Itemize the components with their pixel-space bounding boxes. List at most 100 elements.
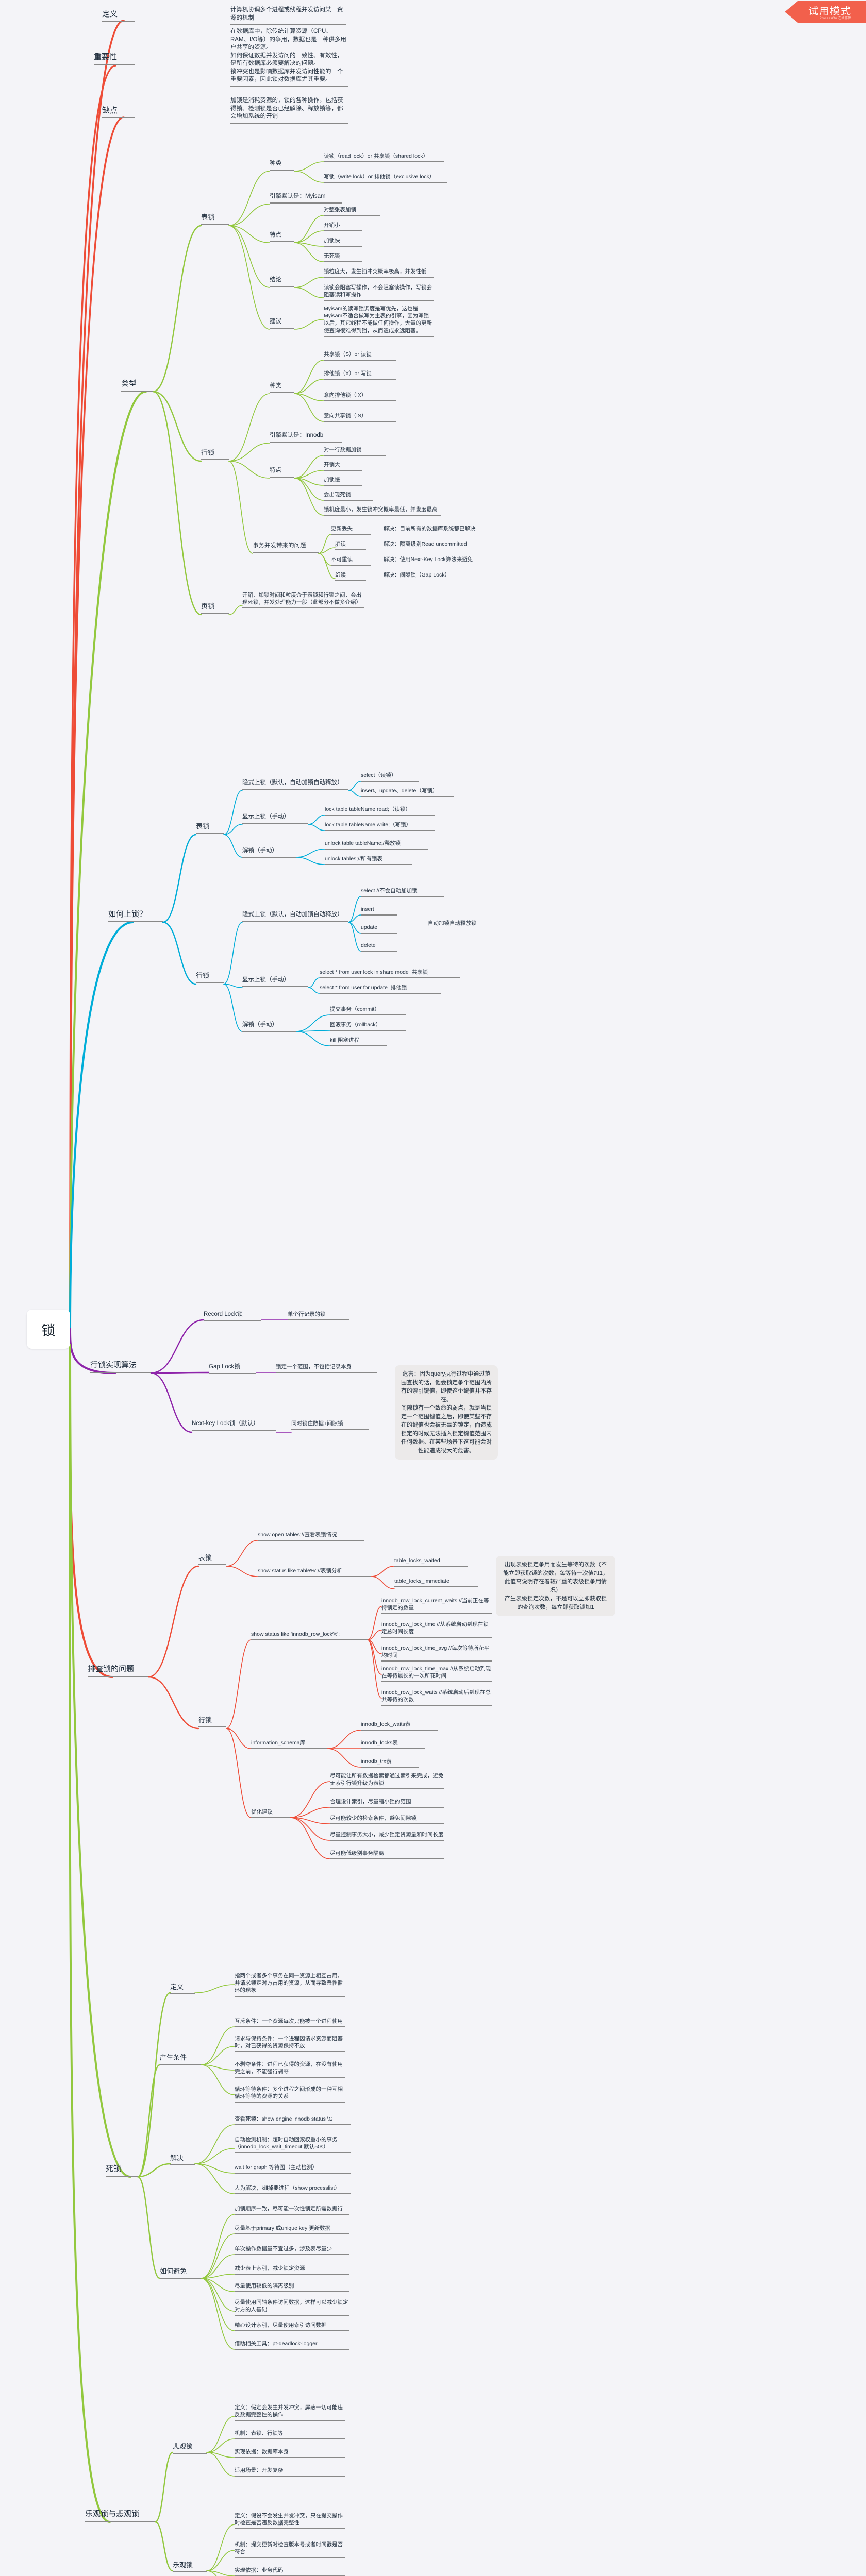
- ruhe-b-y1[interactable]: select（读锁）: [361, 772, 419, 782]
- paicha-h3d[interactable]: 尽量控制事务大小，减少锁定资源量和时间长度: [330, 1831, 444, 1841]
- sisuo-b3[interactable]: 单次操作数据量不宜过多，涉及表尽量少: [235, 2245, 349, 2256]
- sisuo-bimian[interactable]: 如何避免: [160, 2267, 201, 2279]
- b-suanfa[interactable]: 行锁实现算法: [90, 1360, 151, 1374]
- paicha-b2a[interactable]: table_locks_waited: [394, 1557, 468, 1567]
- suanfa-record-d[interactable]: 单个行记录的锁: [288, 1311, 349, 1321]
- dingyi-desc[interactable]: 计算机协调多个进程或线程并发访问某一资源的机制: [230, 6, 346, 25]
- paicha-h1a[interactable]: innodb_row_lock_current_waits //当前正在等待锁定…: [381, 1597, 492, 1615]
- sisuo-t3[interactable]: 不剥夺条件：进程已获得的资源，在没有使用完之前，不能强行剥夺: [235, 2061, 345, 2078]
- ruhe-b-y2[interactable]: insert、update、delete（写锁）: [361, 787, 454, 798]
- ruhe-hangsuo[interactable]: 行锁: [196, 971, 224, 983]
- paicha-h3b[interactable]: 合理设计索引，尽量缩小锁的范围: [330, 1798, 444, 1808]
- hangsuo-zhonglei[interactable]: 种类: [270, 382, 294, 393]
- ruhe-h-j2[interactable]: 回滚事务（rollback）: [330, 1021, 406, 1031]
- ruhe-biaosuo[interactable]: 表锁: [196, 822, 224, 834]
- hangsuo-w4s[interactable]: 解决：间隙锁（Gap Lock）: [384, 572, 450, 578]
- ruhe-h-ygroup[interactable]: 自动加锁自动释放锁: [428, 920, 477, 926]
- b-ruhe[interactable]: 如何上锁？: [108, 909, 163, 923]
- sisuo-jiejue[interactable]: 解决: [170, 2154, 195, 2165]
- leixing-yesuo[interactable]: 页锁: [201, 602, 229, 614]
- hangsuo-w3s[interactable]: 解决：使用Next-Key Lock算法来避免: [384, 556, 473, 563]
- paicha-hangsuo[interactable]: 行锁: [198, 1716, 226, 1727]
- zhongyaoxing-desc[interactable]: 在数据库中，除传统计算资源（CPU、RAM、I/O等）的争用，数据也是一种供多用…: [230, 28, 348, 87]
- paicha-h1d[interactable]: innodb_row_lock_time_max //从系统启动到现在等待最长的…: [381, 1665, 492, 1683]
- leguan-b4[interactable]: 适用场景：开发复杂: [235, 2467, 345, 2477]
- ruhe-h-y0[interactable]: select //不会自动加加锁: [361, 887, 444, 897]
- ruhe-h-y2[interactable]: update: [361, 924, 397, 934]
- biaosuo-t2[interactable]: 开销小: [324, 222, 362, 232]
- paicha-b2[interactable]: show status like 'table%';//表锁分析: [258, 1567, 371, 1578]
- ruhe-h-y3[interactable]: delete: [361, 942, 397, 952]
- biaosuo-t4[interactable]: 无死锁: [324, 252, 362, 263]
- hangsuo-t2[interactable]: 开销大: [324, 461, 362, 471]
- biaosuo-t3[interactable]: 加锁快: [324, 237, 362, 247]
- paicha-b2b[interactable]: table_locks_immediate: [394, 1578, 478, 1588]
- sisuo-b4[interactable]: 减少表上索引，减少锁定资源: [235, 2265, 349, 2275]
- ruhe-b-jiesuo[interactable]: 解锁（手动）: [242, 847, 296, 858]
- hangsuo-wenti[interactable]: 事务并发带来的问题: [253, 542, 319, 553]
- sisuo-t1[interactable]: 互斥条件：一个资源每次只能被一个进程使用: [235, 2018, 345, 2028]
- b-sisuo[interactable]: 死锁: [106, 2164, 138, 2177]
- ruhe-h-j1[interactable]: 提交事务（commit）: [330, 1006, 406, 1016]
- sisuo-dingyi[interactable]: 定义: [170, 1982, 195, 1994]
- hangsuo-tedian[interactable]: 特点: [270, 467, 294, 478]
- hangsuo-t3[interactable]: 加锁慢: [324, 476, 362, 486]
- hangsuo-w3[interactable]: 不可重读: [331, 556, 371, 566]
- hangsuo-w4[interactable]: 幻读: [335, 571, 366, 582]
- leguan-l3[interactable]: 实现依据：业务代码: [235, 2567, 345, 2576]
- paicha-h2c[interactable]: innodb_trx表: [361, 1758, 419, 1768]
- paicha-h3a[interactable]: 尽可能让所有数据检索都通过索引来完成，避免无索引行锁升级为表锁: [330, 1772, 444, 1790]
- hangsuo-t5[interactable]: 锁机度最小，发生锁冲突概率最低，并发度最高: [324, 506, 441, 516]
- suanfa-record[interactable]: Record Lock锁: [204, 1311, 261, 1321]
- ruhe-b-xianshi[interactable]: 显示上锁（手动）: [242, 813, 308, 824]
- trial-mode-badge[interactable]: 试用模式: [784, 1, 866, 23]
- ruhe-h-j3[interactable]: kill 阻塞进程: [330, 1037, 387, 1047]
- ruhe-h-yinshi[interactable]: 隐式上锁（默认，自动加锁自动释放）: [242, 911, 348, 922]
- leguan-b3[interactable]: 实现依据：数据库本身: [235, 2448, 345, 2459]
- b-dingyi[interactable]: 定义: [102, 9, 135, 23]
- sisuo-t4[interactable]: 循环等待条件：多个进程之间形成的一种互相循环等待的资源的关系: [235, 2086, 345, 2103]
- sisuo-b1[interactable]: 加锁顺序一致，尽可能一次性锁定所需数据行: [235, 2205, 349, 2215]
- sisuo-j4[interactable]: 人为解决，kill掉要进程（show processlist）: [235, 2184, 351, 2195]
- root-node[interactable]: 锁: [27, 1310, 70, 1349]
- suanfa-gap[interactable]: Gap Lock锁: [209, 1363, 256, 1374]
- biaosuo-jianyi[interactable]: 建议: [270, 318, 294, 329]
- biaosuo-j2[interactable]: 读锁会阻塞写操作，不会阻塞读操作，写锁会阻塞读和写操作: [324, 284, 434, 301]
- leguan-le[interactable]: 乐观锁: [173, 2561, 207, 2572]
- paicha-b1[interactable]: show open tables;//查看表锁情况: [258, 1531, 364, 1541]
- paicha-h3c[interactable]: 尽可能较少的检索条件，避免间隙锁: [330, 1815, 444, 1825]
- hangsuo-s[interactable]: 共享锁（S）or 读锁: [324, 351, 396, 361]
- b-leguan[interactable]: 乐观锁与悲观锁: [85, 2509, 155, 2522]
- paicha-h1b[interactable]: innodb_row_lock_time //从系统启动到现在锁定总时间长度: [381, 1621, 492, 1638]
- hangsuo-engine[interactable]: 引擎默认是：Innodb: [270, 432, 342, 443]
- sisuo-t2[interactable]: 请求与保持条件：一个进程因请求资源而阻塞时，对已获得的资源保持不放: [235, 2035, 345, 2053]
- sisuo-b2[interactable]: 尽量基于primary 或unique key 更新数据: [235, 2225, 349, 2235]
- hangsuo-t4[interactable]: 会出现死锁: [324, 491, 373, 501]
- sisuo-tiaojian[interactable]: 产生条件: [160, 2053, 201, 2065]
- paicha-h1c[interactable]: innodb_row_lock_time_avg //每次等待所花平均时间: [381, 1645, 492, 1662]
- leguan-b2[interactable]: 机制：表锁、行锁等: [235, 2430, 345, 2440]
- sisuo-b8[interactable]: 借助相关工具：pt-deadlock-logger: [235, 2340, 349, 2350]
- biaosuo-jielun[interactable]: 结论: [270, 276, 294, 287]
- biaosuo-readlock[interactable]: 读锁（read lock）or 共享锁（shared lock）: [324, 152, 444, 163]
- hangsuo-ix[interactable]: 意向排他锁（IX）: [324, 392, 396, 402]
- paicha-h2b[interactable]: innodb_locks表: [361, 1739, 425, 1750]
- suanfa-gap-d[interactable]: 锁定一个范围，不包括记录本身: [276, 1363, 377, 1374]
- leguan-b1[interactable]: 定义：假定会发生并发冲突，屏蔽一切可能违反数据完整性的操作: [235, 2404, 345, 2421]
- leixing-biaosuo[interactable]: 表锁: [201, 213, 229, 225]
- ruhe-h-jiesuo[interactable]: 解锁（手动）: [242, 1021, 296, 1032]
- b-zhongyaoxing[interactable]: 重要性: [94, 52, 135, 65]
- ruhe-h-y1[interactable]: insert: [361, 906, 397, 916]
- biaosuo-engine[interactable]: 引擎默认是：Myisam: [270, 193, 342, 204]
- sisuo-dingyi-d[interactable]: 指两个或者多个事务在同一资源上相互占用，并请求锁定对方占用的资源，从而导致恶性循…: [235, 1972, 345, 1997]
- hangsuo-w1s[interactable]: 解决：目前所有的数据库系统都已解决: [384, 526, 476, 532]
- paicha-h1[interactable]: show status like 'innodb_row_lock%';: [251, 1631, 368, 1641]
- paicha-h2[interactable]: information_schema库: [251, 1739, 327, 1750]
- biaosuo-j1[interactable]: 锁粒度大，发生锁冲突概率极高，并发性低: [324, 268, 434, 278]
- hangsuo-is[interactable]: 意向共享锁（IS）: [324, 412, 396, 422]
- sisuo-j1[interactable]: 查看死锁：show engine innodb status \G: [235, 2115, 351, 2126]
- suanfa-nextkey[interactable]: Next-key Lock锁（默认）: [192, 1420, 276, 1431]
- biaosuo-tedian[interactable]: 特点: [270, 231, 294, 242]
- leixing-hangsuo[interactable]: 行锁: [201, 448, 229, 460]
- sisuo-b6[interactable]: 尽量使用同轴条件访问数据，这样可以减少锁定对方的人基础: [235, 2299, 349, 2316]
